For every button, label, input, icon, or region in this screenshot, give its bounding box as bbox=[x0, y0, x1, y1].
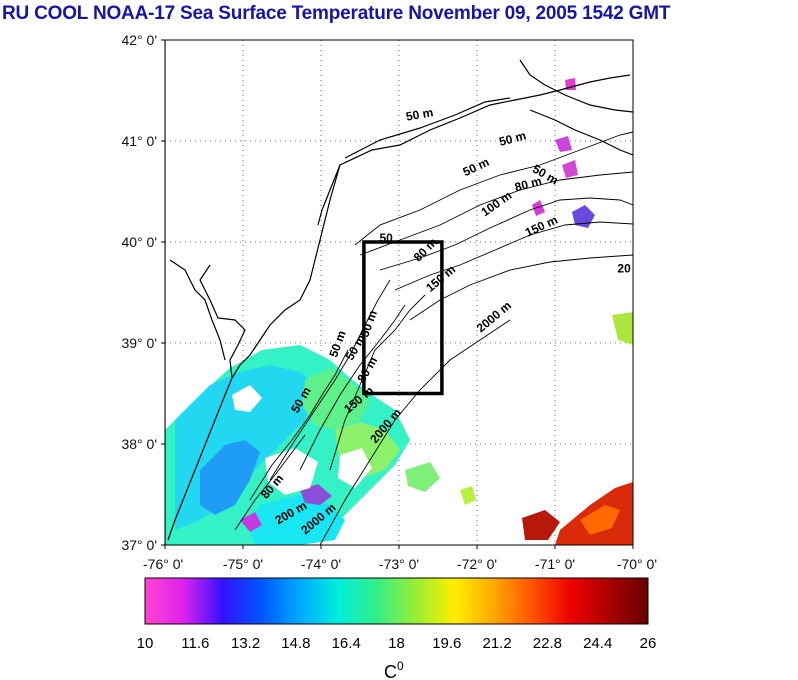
lat-tick-label: 38° 0' bbox=[121, 436, 157, 452]
lat-tick-label: 39° 0' bbox=[121, 335, 157, 351]
colorbar-unit-label: C bbox=[384, 662, 397, 680]
sst-spot-ne-5 bbox=[562, 160, 578, 178]
contour-label: 80 m bbox=[513, 174, 543, 195]
colorbar-unit: C0 bbox=[384, 659, 404, 680]
latitude-axis: 42° 0' 41° 0' 40° 0' 39° 0' 38° 0' 37° 0' bbox=[121, 32, 165, 553]
colorbar-tick-label: 11.6 bbox=[181, 635, 209, 652]
colorbar-tick-label: 14.8 bbox=[281, 635, 310, 652]
colorbar-tick-label: 21.2 bbox=[482, 635, 511, 652]
colorbar-ticks: 10 11.6 13.2 14.8 16.4 18 19.6 21.2 22.8 24.4 26 bbox=[137, 635, 657, 652]
sst-spot-ne-4 bbox=[555, 136, 572, 152]
cloud-gap-3 bbox=[232, 385, 262, 412]
longitude-axis: -76° 0' -75° 0' -74° 0' -73° 0' -72° 0' -71° … bbox=[143, 545, 657, 572]
colorbar-tick-label: 19.6 bbox=[432, 635, 461, 652]
sst-patch-gulfstream-2 bbox=[580, 505, 620, 535]
sst-patch-blue bbox=[200, 440, 260, 515]
contour-label: 50 bbox=[380, 231, 394, 245]
contour-label: 20 bbox=[617, 261, 631, 275]
sst-patch-warm-right bbox=[612, 312, 633, 345]
sst-patch-purple bbox=[300, 484, 332, 505]
lon-tick-label: -70° 0' bbox=[617, 556, 657, 572]
lat-tick-label: 37° 0' bbox=[121, 537, 157, 553]
map-title: RU COOL NOAA-17 Sea Surface Temperature … bbox=[2, 3, 671, 24]
bathymetry-contours bbox=[234, 131, 633, 545]
colorbar-tick-label: 26 bbox=[640, 635, 657, 652]
sst-patch-magenta bbox=[240, 512, 262, 532]
lon-tick-label: -74° 0' bbox=[301, 556, 341, 572]
contour-label: 50 m bbox=[498, 128, 528, 149]
lat-tick-label: 40° 0' bbox=[121, 234, 157, 250]
lat-tick-label: 42° 0' bbox=[121, 32, 157, 48]
sst-spot-ne-2 bbox=[532, 200, 545, 216]
colorbar-tick-label: 13.2 bbox=[231, 635, 260, 652]
cloud-gap-2 bbox=[338, 448, 372, 488]
lon-tick-label: -73° 0' bbox=[379, 556, 419, 572]
colorbar-unit-superscript: 0 bbox=[397, 659, 404, 673]
lon-tick-label: -71° 0' bbox=[535, 556, 575, 572]
lon-tick-label: -76° 0' bbox=[143, 556, 183, 572]
coastline bbox=[165, 40, 633, 545]
colorbar-tick-label: 10 bbox=[137, 635, 154, 652]
colorbar-tick-label: 24.4 bbox=[583, 635, 612, 652]
sst-patch-cool-south bbox=[248, 495, 345, 545]
sst-patch-gulfstream-3 bbox=[522, 510, 560, 540]
sst-patch-offshore-1 bbox=[405, 462, 440, 492]
colorbar-tick-label: 22.8 bbox=[533, 635, 562, 652]
colorbar-tick-label: 16.4 bbox=[332, 635, 361, 652]
colorbar bbox=[144, 577, 649, 625]
colorbar-tick-label: 18 bbox=[388, 635, 405, 652]
sst-patch-offshore-2 bbox=[460, 486, 476, 505]
sst-imagery bbox=[165, 78, 633, 545]
sst-spot-ne-1 bbox=[572, 205, 595, 228]
lat-tick-label: 41° 0' bbox=[121, 133, 157, 149]
lon-tick-label: -75° 0' bbox=[223, 556, 263, 572]
sst-patch-green bbox=[302, 368, 370, 430]
lon-tick-label: -72° 0' bbox=[457, 556, 497, 572]
study-area-box bbox=[362, 240, 444, 396]
contour-label: 50 m bbox=[405, 105, 434, 124]
